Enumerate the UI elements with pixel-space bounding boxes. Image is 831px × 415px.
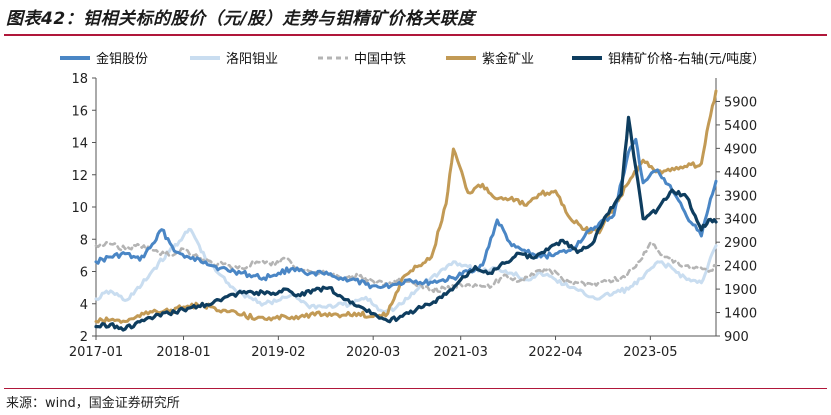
x-tick-label: 2019-02 bbox=[251, 345, 305, 360]
y-left-tick-label: 8 bbox=[80, 233, 88, 248]
legend-label-5: 钼精矿价格-右轴(元/吨度） bbox=[608, 51, 765, 67]
y-right-tick-label: 4400 bbox=[724, 166, 757, 181]
legend-label-1: 金钼股份 bbox=[96, 51, 148, 67]
title-divider bbox=[4, 34, 827, 36]
series-line-5 bbox=[94, 115, 718, 332]
chart-axes: 2 4 6 8 10 12 14 16 18 900 1400 1900 2400 2900 3400 390… bbox=[69, 72, 757, 360]
y-left-tick-label: 10 bbox=[71, 201, 88, 216]
chart-title: 图表42：钼相关标的股价（元/股）走势与钼精矿价格关联度 bbox=[6, 9, 475, 29]
legend-label-3: 中国中铁 bbox=[354, 52, 406, 67]
series-line-2 bbox=[94, 227, 718, 314]
y-left-tick-label: 2 bbox=[80, 330, 88, 345]
x-tick-label: 2021-03 bbox=[434, 345, 488, 360]
footer-divider bbox=[4, 388, 827, 389]
plot-area bbox=[94, 89, 718, 332]
y-right-tick-label: 5400 bbox=[724, 119, 757, 134]
y-right-tick-label: 2400 bbox=[724, 260, 757, 275]
line-chart: 金钼股份 洛阳钼业 中国中铁 紫金矿业 钼精矿价格-右轴(元/吨度） 2 4 6 8 10 12 1… bbox=[60, 51, 765, 360]
legend-label-4: 紫金矿业 bbox=[482, 51, 534, 67]
y-right-tick-label: 4900 bbox=[724, 142, 757, 157]
source-note: 来源：wind，国金证券研究所 bbox=[6, 396, 180, 411]
y-left-tick-label: 16 bbox=[71, 104, 88, 119]
legend-label-2: 洛阳钼业 bbox=[226, 52, 278, 67]
y-right-tick-label: 3900 bbox=[724, 189, 757, 204]
x-tick-label: 2022-04 bbox=[528, 345, 582, 360]
y-right-tick-label: 3400 bbox=[724, 213, 757, 228]
x-tick-label: 2017-01 bbox=[69, 345, 123, 360]
y-left-tick-label: 4 bbox=[80, 298, 88, 313]
x-tick-label: 2018-01 bbox=[156, 345, 210, 360]
y-left-tick-label: 6 bbox=[80, 266, 88, 281]
y-left-tick-label: 18 bbox=[71, 72, 88, 87]
y-left-tick-label: 14 bbox=[71, 137, 88, 152]
series-line-1 bbox=[94, 137, 718, 290]
x-tick-label: 2023-05 bbox=[623, 345, 677, 360]
y-right-tick-label: 5900 bbox=[724, 95, 757, 110]
y-right-tick-label: 900 bbox=[724, 330, 749, 345]
y-right-tick-label: 2900 bbox=[724, 236, 757, 251]
y-right-tick-label: 1900 bbox=[724, 283, 757, 298]
series-line-3 bbox=[94, 241, 718, 294]
chart-legend: 金钼股份 洛阳钼业 中国中铁 紫金矿业 钼精矿价格-右轴(元/吨度） bbox=[60, 51, 765, 67]
y-left-tick-label: 12 bbox=[71, 169, 88, 184]
x-tick-label: 2020-03 bbox=[346, 345, 400, 360]
y-right-tick-label: 1400 bbox=[724, 307, 757, 322]
